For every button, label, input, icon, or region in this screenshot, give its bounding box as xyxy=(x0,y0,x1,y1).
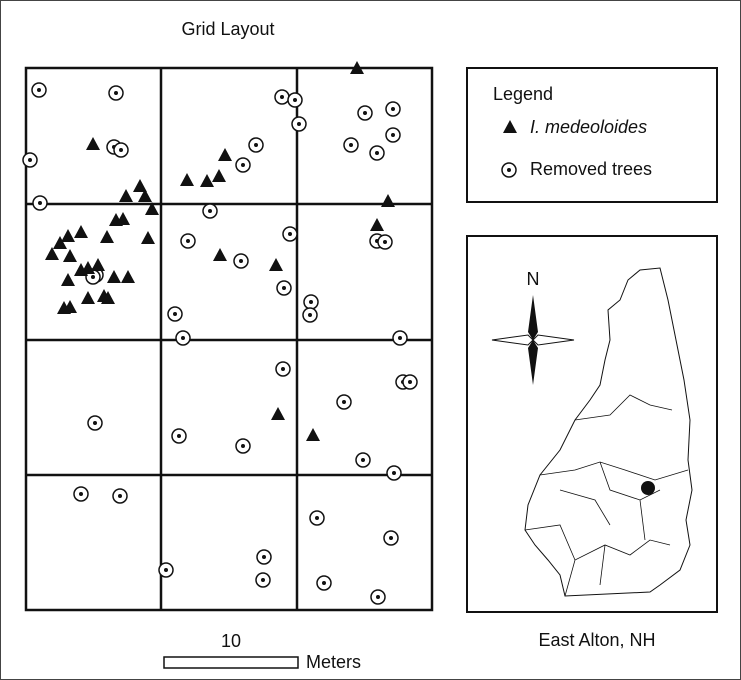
removed-tree-dot xyxy=(79,492,83,496)
plant-marker xyxy=(53,236,67,249)
plant-marker xyxy=(116,212,130,225)
removed-tree-dot xyxy=(383,240,387,244)
legend-circle-dot xyxy=(507,168,511,172)
removed-tree-dot xyxy=(118,494,122,498)
plant-marker xyxy=(218,148,232,161)
removed-tree-dot xyxy=(280,95,284,99)
compass-label: N xyxy=(527,269,540,289)
plant-marker xyxy=(63,249,77,262)
plant-marker xyxy=(121,270,135,283)
grid xyxy=(24,66,434,612)
removed-tree-dot xyxy=(119,148,123,152)
plant-marker xyxy=(141,231,155,244)
plant-marker xyxy=(381,194,395,207)
removed-tree-dot xyxy=(315,516,319,520)
map-box xyxy=(466,235,718,613)
removed-tree-dot xyxy=(408,380,412,384)
removed-tree-dot xyxy=(309,300,313,304)
removed-tree-dot xyxy=(93,421,97,425)
removed-tree-dot xyxy=(297,122,301,126)
removed-tree-dot xyxy=(322,581,326,585)
removed-tree-dot xyxy=(282,286,286,290)
removed-tree-dot xyxy=(389,536,393,540)
removed-tree-dot xyxy=(349,143,353,147)
removed-tree-dot xyxy=(391,133,395,137)
removed-tree-dot xyxy=(288,232,292,236)
removed-tree-dot xyxy=(208,209,212,213)
plant-marker xyxy=(269,258,283,271)
scale-bar xyxy=(163,656,299,669)
plant-marker xyxy=(81,291,95,304)
plant-marker xyxy=(61,273,75,286)
legend-triangle xyxy=(503,120,517,133)
plant-marker xyxy=(180,173,194,186)
county-lines xyxy=(524,394,689,597)
plant-marker xyxy=(133,179,147,192)
removed-tree-dot xyxy=(181,336,185,340)
plant-marker xyxy=(119,189,133,202)
removed-tree-dot xyxy=(177,434,181,438)
title: Grid Layout xyxy=(181,19,274,39)
plant-marker xyxy=(107,270,121,283)
removed-tree-dot xyxy=(28,158,32,162)
plant-marker xyxy=(61,229,75,242)
removed-tree-dot xyxy=(281,367,285,371)
location-label: East Alton, NH xyxy=(538,630,655,650)
removed-tree-dot xyxy=(391,107,395,111)
plant-marker xyxy=(100,230,114,243)
removed-tree-dot xyxy=(392,471,396,475)
removed-tree-dot xyxy=(262,555,266,559)
removed-tree-dot xyxy=(342,400,346,404)
compass-rose xyxy=(491,295,575,385)
removed-tree-dot xyxy=(37,88,41,92)
legend-box xyxy=(466,67,718,203)
plant-marker xyxy=(45,247,59,260)
removed-tree-dot xyxy=(186,239,190,243)
scale-value: 10 xyxy=(221,631,241,651)
removed-tree-dot xyxy=(363,111,367,115)
compass-ew xyxy=(491,334,575,346)
removed-tree-dot xyxy=(241,163,245,167)
legend-title: Legend xyxy=(493,84,553,104)
removed-tree-dot xyxy=(91,275,95,279)
location-marker xyxy=(641,481,655,495)
plant-marker xyxy=(271,407,285,420)
plant-marker xyxy=(350,61,364,74)
removed-tree-dot xyxy=(114,91,118,95)
removed-tree-dot xyxy=(308,313,312,317)
plant-marker xyxy=(91,258,105,271)
removed-tree-dot xyxy=(261,578,265,582)
legend-circle xyxy=(501,162,517,178)
plant-marker xyxy=(200,174,214,187)
removed-tree-dot xyxy=(376,595,380,599)
plant-marker xyxy=(213,248,227,261)
removed-tree-dot xyxy=(164,568,168,572)
plot-markers xyxy=(22,61,418,605)
plant-marker xyxy=(212,169,226,182)
plant-marker xyxy=(138,189,152,202)
removed-tree-dot xyxy=(254,143,258,147)
plant-marker xyxy=(86,137,100,150)
removed-tree-dot xyxy=(241,444,245,448)
legend-item: I. medeoloides xyxy=(530,117,647,137)
plant-marker xyxy=(101,291,115,304)
removed-tree-dot xyxy=(293,98,297,102)
removed-tree-dot xyxy=(38,201,42,205)
plant-marker xyxy=(74,263,88,276)
plant-marker xyxy=(63,300,77,313)
removed-tree-dot xyxy=(239,259,243,263)
removed-tree-dot xyxy=(398,336,402,340)
scale-unit: Meters xyxy=(306,652,361,672)
plant-marker xyxy=(370,218,384,231)
plant-marker xyxy=(74,225,88,238)
plant-marker xyxy=(306,428,320,441)
legend-item: Removed trees xyxy=(530,159,652,179)
removed-tree-dot xyxy=(375,151,379,155)
removed-tree-dot xyxy=(361,458,365,462)
plant-marker xyxy=(145,202,159,215)
state-outline xyxy=(524,267,693,597)
removed-tree-dot xyxy=(173,312,177,316)
